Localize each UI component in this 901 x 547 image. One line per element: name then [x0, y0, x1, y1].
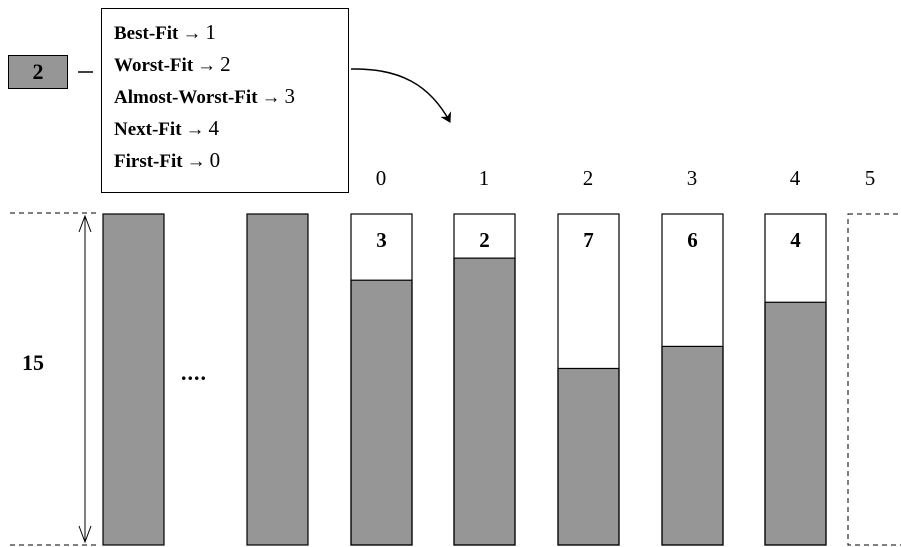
- bin-outline-3: [661, 213, 724, 546]
- bin-used-1: [453, 257, 516, 546]
- legend-value: 2: [220, 52, 231, 76]
- legend-name: Next-Fit: [114, 119, 182, 140]
- legend-name: Almost-Worst-Fit: [114, 87, 258, 108]
- legend-value: 3: [284, 84, 296, 108]
- bin-outline-1: [453, 213, 516, 546]
- legend-row-almost-worst-fit: Almost-Worst-Fit → 3: [114, 81, 348, 113]
- legend-value: 0: [209, 148, 221, 172]
- ellipsis: ....: [181, 360, 207, 385]
- bin-index-3: 3: [686, 166, 698, 190]
- bin-used-0: [350, 279, 413, 546]
- bin-outline-0: [350, 213, 413, 546]
- bin-index-4: 4: [789, 166, 801, 190]
- incoming-item-box: 2: [8, 55, 68, 89]
- bin-outline-2: [557, 213, 620, 546]
- arrow-right-icon: →: [182, 23, 202, 44]
- down-arrowhead-icon: [78, 525, 92, 544]
- legend-value: 4: [208, 116, 220, 140]
- full-bin-right: [246, 213, 309, 546]
- bin-outline-4: [764, 213, 827, 546]
- capacity-label: 15: [22, 350, 44, 375]
- legend-name: First-Fit: [114, 151, 183, 172]
- incoming-item-size: 2: [32, 59, 44, 84]
- legend-row-first-fit: First-Fit → 0: [114, 145, 348, 177]
- arrow-right-icon: →: [261, 87, 281, 108]
- legend-row-next-fit: Next-Fit → 4: [114, 113, 348, 145]
- bin-free-label-2: 7: [583, 228, 594, 252]
- legend-name: Worst-Fit: [114, 55, 194, 76]
- bin-used-4: [764, 301, 827, 546]
- arrow-right-icon: →: [186, 151, 206, 172]
- arrow-right-icon: →: [197, 55, 217, 76]
- empty-bin-5: [847, 213, 901, 546]
- legend-row-worst-fit: Worst-Fit → 2: [114, 49, 348, 81]
- bin-used-2: [557, 367, 620, 546]
- bin-index-5: 5: [864, 166, 876, 190]
- up-arrowhead-icon: [78, 214, 92, 233]
- bin-index-0: 0: [375, 166, 387, 190]
- full-bin-left: [102, 213, 165, 546]
- heuristic-legend: Best-Fit → 1 Worst-Fit → 2 Almost-Worst-Fit →…: [101, 8, 349, 193]
- bins-layer: [350, 213, 901, 546]
- legend-row-best-fit: Best-Fit → 1: [114, 17, 348, 49]
- arrow-right-icon: →: [185, 119, 205, 140]
- bin-free-label-0: 3: [376, 228, 387, 252]
- bin-free-label-3: 6: [687, 228, 698, 252]
- legend-name: Best-Fit: [114, 23, 179, 44]
- bin-index-2: 2: [582, 166, 594, 190]
- bin-index-1: 1: [478, 166, 490, 190]
- curved-arrow-icon: [350, 68, 451, 123]
- bin-used-3: [661, 345, 724, 546]
- legend-value: 1: [205, 20, 216, 44]
- bin-free-label-1: 2: [479, 228, 490, 252]
- bin-free-label-4: 4: [790, 228, 801, 252]
